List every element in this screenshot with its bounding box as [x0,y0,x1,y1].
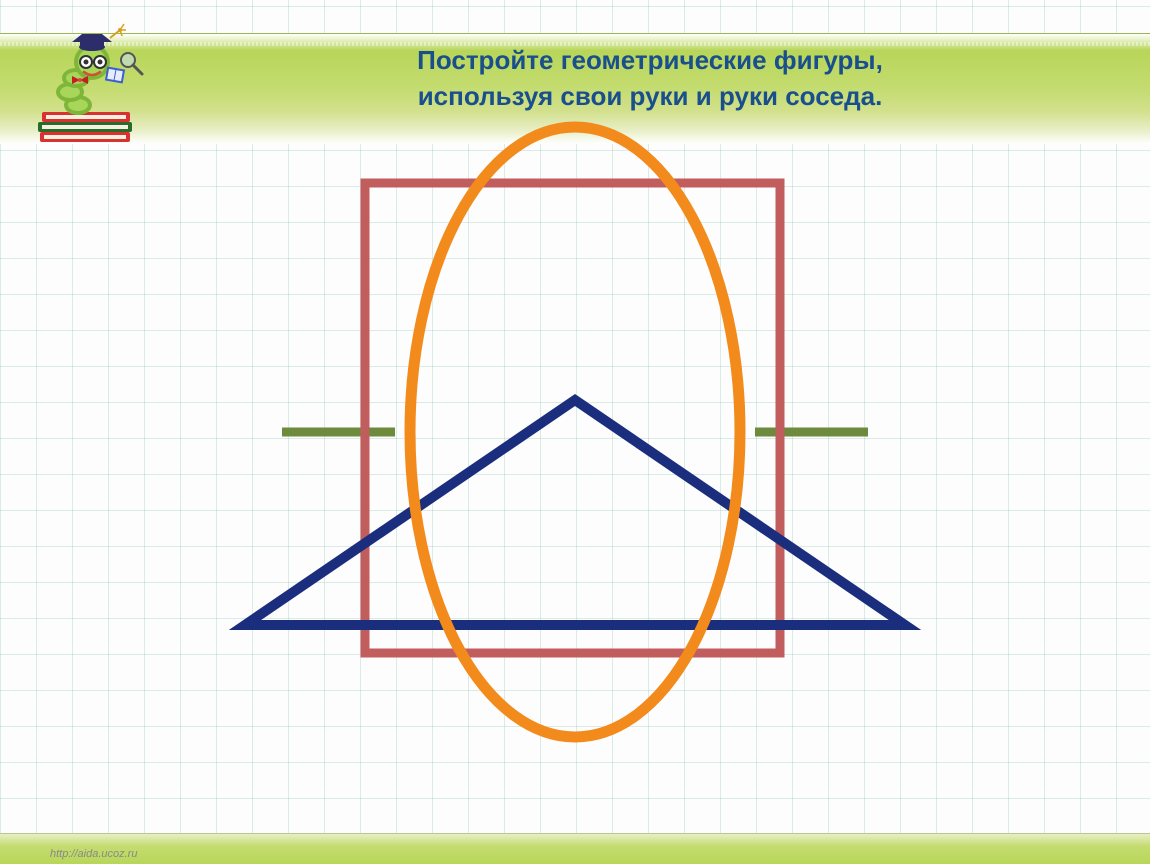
shapes-canvas [0,0,1150,864]
ellipse-shape [410,127,740,737]
slide: Постройте геометрические фигуры, использ… [0,0,1150,864]
footer-url: http://aida.ucoz.ru [50,848,137,860]
footer-band [0,833,1150,864]
